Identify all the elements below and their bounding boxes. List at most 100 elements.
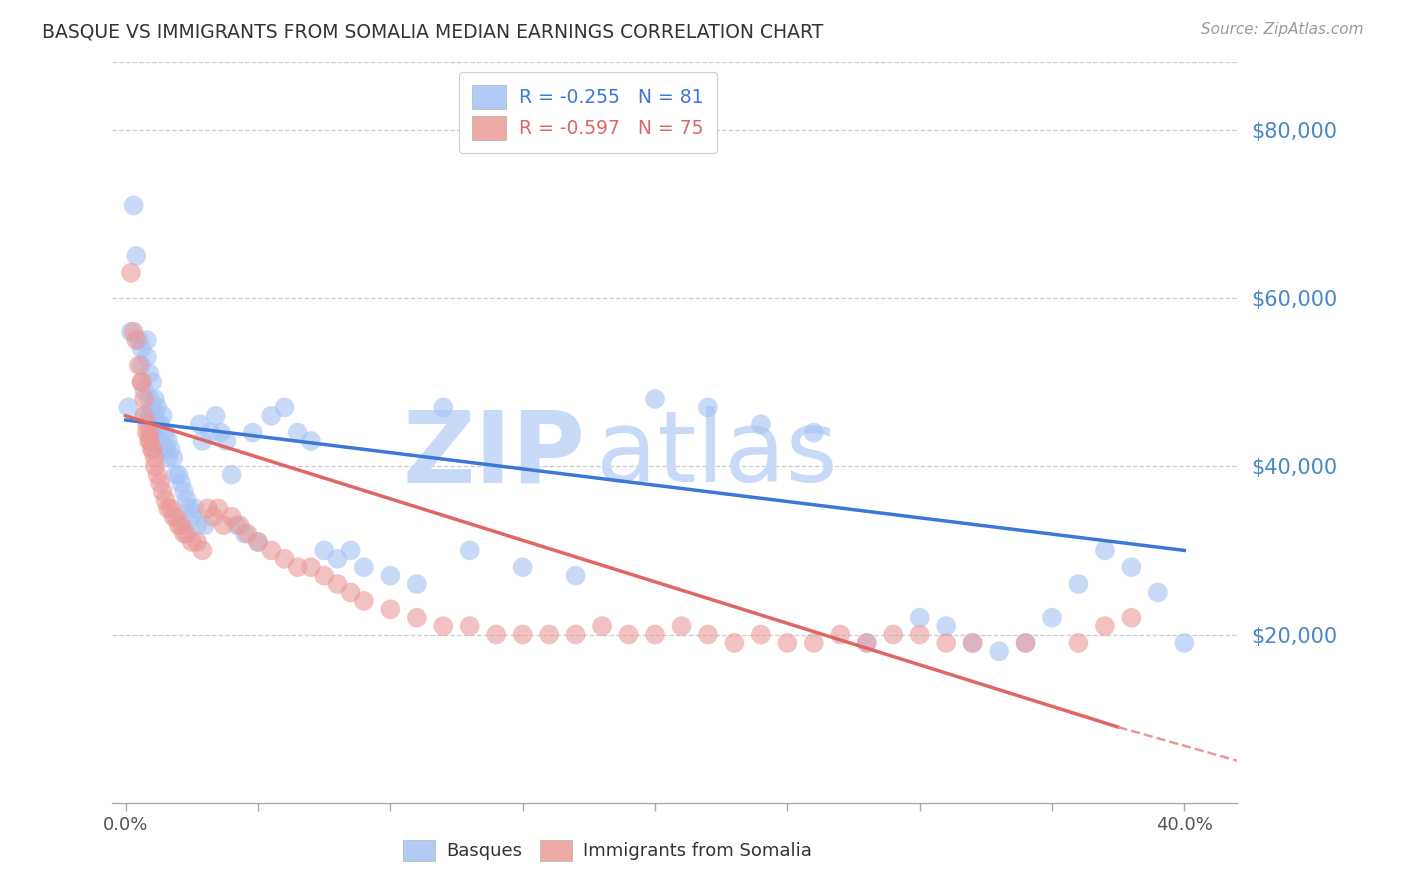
Point xyxy=(135,333,157,347)
Point xyxy=(242,425,264,440)
Point xyxy=(962,636,984,650)
Point xyxy=(186,518,208,533)
Point xyxy=(138,434,160,448)
Point xyxy=(1094,619,1116,633)
Point xyxy=(167,467,190,482)
Point xyxy=(155,442,177,457)
Point xyxy=(209,425,232,440)
Point xyxy=(644,627,666,641)
Point xyxy=(179,501,201,516)
Point xyxy=(159,442,181,457)
Point xyxy=(143,450,166,465)
Point xyxy=(405,610,427,624)
Point xyxy=(170,476,193,491)
Point xyxy=(908,610,931,624)
Point xyxy=(188,417,211,432)
Point xyxy=(1067,577,1090,591)
Point xyxy=(165,467,187,482)
Point xyxy=(131,342,153,356)
Point xyxy=(143,392,166,406)
Point xyxy=(882,627,904,641)
Point xyxy=(134,409,156,423)
Point xyxy=(131,375,153,389)
Point xyxy=(353,560,375,574)
Point xyxy=(157,434,180,448)
Point xyxy=(326,577,349,591)
Point xyxy=(962,636,984,650)
Point xyxy=(159,501,181,516)
Point xyxy=(152,409,174,423)
Point xyxy=(162,509,184,524)
Point xyxy=(141,401,163,415)
Point xyxy=(155,492,177,507)
Text: atlas: atlas xyxy=(596,407,838,503)
Point xyxy=(803,425,825,440)
Point xyxy=(204,409,226,423)
Point xyxy=(180,535,202,549)
Point xyxy=(380,602,402,616)
Point xyxy=(155,425,177,440)
Point xyxy=(125,249,148,263)
Point xyxy=(170,518,193,533)
Point xyxy=(141,375,163,389)
Point xyxy=(146,401,169,415)
Point xyxy=(146,417,169,432)
Legend: Basques, Immigrants from Somalia: Basques, Immigrants from Somalia xyxy=(395,832,820,868)
Point xyxy=(591,619,613,633)
Point xyxy=(221,509,243,524)
Point xyxy=(131,375,153,389)
Point xyxy=(1173,636,1195,650)
Point xyxy=(512,627,534,641)
Point xyxy=(273,551,295,566)
Point xyxy=(564,627,586,641)
Point xyxy=(287,560,309,574)
Point xyxy=(194,518,217,533)
Point xyxy=(432,619,454,633)
Point xyxy=(120,325,142,339)
Point xyxy=(180,509,202,524)
Point xyxy=(314,543,336,558)
Point xyxy=(432,401,454,415)
Point xyxy=(149,434,172,448)
Point xyxy=(207,501,229,516)
Point xyxy=(617,627,640,641)
Point xyxy=(200,425,222,440)
Point xyxy=(186,535,208,549)
Point xyxy=(141,442,163,457)
Point xyxy=(134,409,156,423)
Point xyxy=(339,543,361,558)
Point xyxy=(247,535,270,549)
Text: Source: ZipAtlas.com: Source: ZipAtlas.com xyxy=(1201,22,1364,37)
Point xyxy=(173,484,195,499)
Point xyxy=(723,636,745,650)
Text: BASQUE VS IMMIGRANTS FROM SOMALIA MEDIAN EARNINGS CORRELATION CHART: BASQUE VS IMMIGRANTS FROM SOMALIA MEDIAN… xyxy=(42,22,824,41)
Point xyxy=(1147,585,1170,599)
Point xyxy=(149,417,172,432)
Point xyxy=(143,459,166,474)
Point xyxy=(1040,610,1063,624)
Point xyxy=(697,401,720,415)
Point xyxy=(134,392,156,406)
Point xyxy=(157,450,180,465)
Point xyxy=(215,434,238,448)
Point xyxy=(143,409,166,423)
Point xyxy=(131,359,153,373)
Point xyxy=(135,350,157,364)
Point xyxy=(1014,636,1036,650)
Point xyxy=(135,425,157,440)
Point xyxy=(128,359,150,373)
Point xyxy=(135,417,157,432)
Point xyxy=(162,450,184,465)
Point xyxy=(314,568,336,582)
Point xyxy=(830,627,852,641)
Point xyxy=(167,518,190,533)
Point xyxy=(855,636,877,650)
Point xyxy=(183,501,205,516)
Point xyxy=(146,467,169,482)
Point xyxy=(458,543,481,558)
Point xyxy=(353,594,375,608)
Point xyxy=(749,627,772,641)
Point xyxy=(671,619,693,633)
Point xyxy=(247,535,270,549)
Point xyxy=(122,325,145,339)
